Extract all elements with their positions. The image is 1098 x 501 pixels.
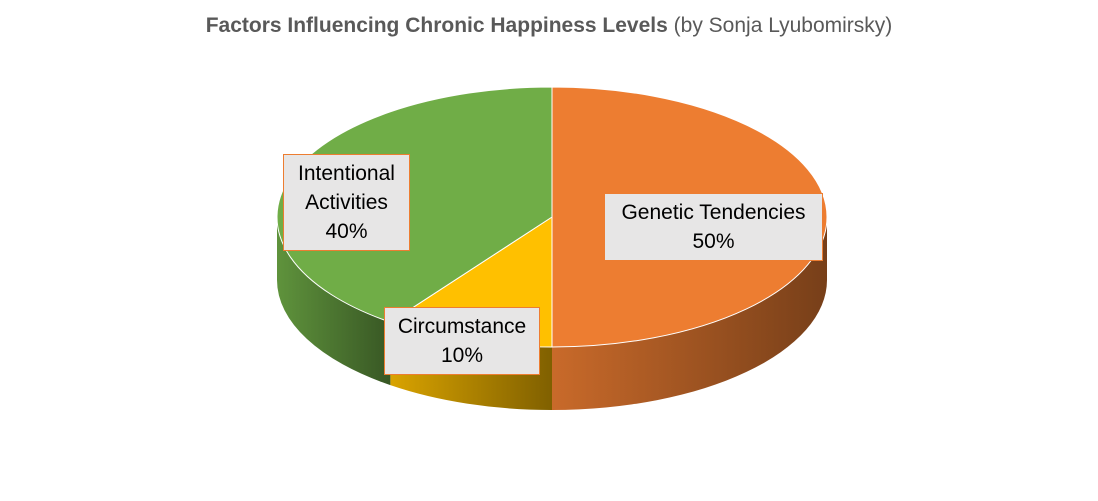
slice-side — [277, 217, 391, 386]
slice-side — [552, 217, 827, 410]
data-label-category: Intentional Activities — [298, 162, 395, 214]
chart-title: Factors Influencing Chronic Happiness Le… — [205, 14, 668, 37]
data-label: Genetic Tendencies 50% — [604, 193, 823, 261]
chart-subtitle: (by Sonja Lyubomirsky) — [673, 14, 893, 37]
data-label: Circumstance 10% — [384, 307, 540, 375]
data-label: Intentional Activities 40% — [283, 154, 410, 251]
data-label-value: 40% — [325, 220, 368, 243]
chart-title-row: Factors Influencing Chronic Happiness Le… — [0, 14, 1098, 38]
data-label-value: 10% — [440, 344, 484, 367]
data-label-category: Circumstance — [397, 315, 527, 338]
data-label-category: Genetic Tendencies — [621, 201, 806, 224]
data-label-value: 50% — [692, 230, 735, 253]
